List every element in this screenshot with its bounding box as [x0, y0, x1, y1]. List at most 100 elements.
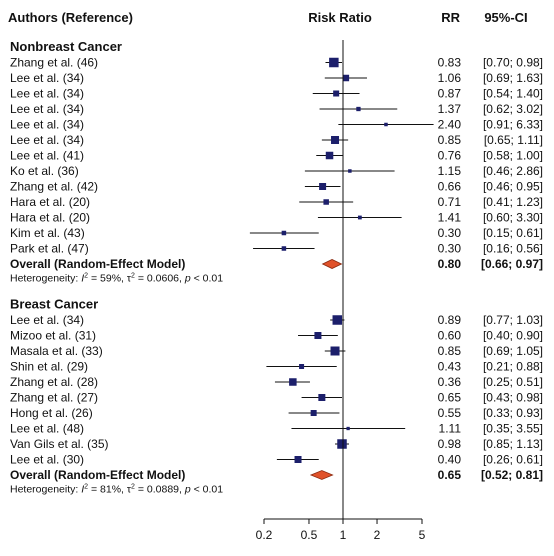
group-title: Breast Cancer — [10, 297, 98, 312]
study-label: Zhang et al. (42) — [10, 180, 98, 194]
ci-value: [0.46; 0.95] — [483, 180, 543, 194]
heterogeneity-text: Heterogeneity: I2 = 59%, τ2 = 0.0606, p … — [10, 273, 223, 285]
overall-ci: [0.66; 0.97] — [481, 257, 543, 271]
effect-square — [289, 378, 297, 386]
overall-rr: 0.80 — [438, 257, 462, 271]
rr-value: 0.60 — [438, 329, 462, 343]
p-value: < 0.01 — [191, 484, 224, 496]
p-symbol: p — [184, 484, 191, 496]
ci-value: [0.33; 0.93] — [483, 406, 543, 420]
ci-value: [0.58; 1.00] — [483, 149, 543, 163]
heterogeneity-text: Heterogeneity: I2 = 81%, τ2 = 0.0889, p … — [10, 484, 223, 496]
effect-square — [333, 90, 340, 97]
ci-value: [0.21; 0.88] — [483, 360, 543, 374]
effect-square — [325, 151, 334, 160]
ci-value: [0.43; 0.98] — [483, 391, 543, 405]
study-label: Hara et al. (20) — [10, 211, 90, 225]
effect-square — [332, 315, 343, 325]
rr-value: 0.55 — [438, 406, 462, 420]
ci-value: [0.26; 0.61] — [483, 453, 543, 467]
rr-value: 0.89 — [438, 313, 462, 327]
rr-value: 0.71 — [438, 195, 462, 209]
study-label: Mizoo et al. (31) — [10, 329, 96, 343]
study-label: Lee et al. (48) — [10, 422, 84, 436]
rr-value: 0.30 — [438, 242, 462, 256]
i2-symbol: I — [81, 484, 84, 496]
effect-square — [348, 169, 352, 173]
rr-value: 0.83 — [438, 56, 462, 70]
study-label: Lee et al. (34) — [10, 87, 84, 101]
overall-rr: 0.65 — [438, 468, 462, 482]
effect-square — [357, 215, 362, 220]
heterogeneity-prefix: Heterogeneity: — [10, 484, 81, 496]
rr-value: 1.41 — [438, 211, 462, 225]
x-tick-label: 2 — [374, 528, 381, 542]
ci-value: [0.15; 0.61] — [483, 226, 543, 240]
ci-value: [0.62; 3.02] — [483, 102, 543, 116]
p-symbol: p — [184, 273, 191, 285]
rr-value: 0.66 — [438, 180, 462, 194]
tau-value: = 0.0606, — [135, 273, 185, 285]
effect-square — [346, 426, 350, 431]
rr-value: 0.65 — [438, 391, 462, 405]
effect-square — [314, 332, 322, 339]
column-headers: Authors (Reference) Risk Ratio RR 95%-CI — [8, 10, 528, 25]
study-label: Lee et al. (34) — [10, 313, 84, 327]
effect-square — [331, 136, 340, 144]
effect-square — [281, 246, 287, 251]
effect-square — [319, 183, 327, 190]
study-label: Park et al. (47) — [10, 242, 89, 256]
study-label: Shin et al. (29) — [10, 360, 88, 374]
overall-ci: [0.52; 0.81] — [481, 468, 543, 482]
ci-value: [0.25; 0.51] — [483, 375, 543, 389]
x-tick-label: 0.2 — [256, 528, 273, 542]
group-title: Nonbreast Cancer — [10, 39, 122, 54]
ci-value: [0.46; 2.86] — [483, 164, 543, 178]
header-rr: RR — [441, 10, 460, 25]
study-label: Lee et al. (34) — [10, 71, 84, 85]
study-label: Kim et al. (43) — [10, 226, 85, 240]
effect-square — [356, 106, 361, 112]
header-study: Authors (Reference) — [8, 10, 133, 25]
ci-value: [0.65; 1.11] — [484, 133, 543, 147]
effect-square — [294, 456, 302, 463]
rr-value: 0.30 — [438, 226, 462, 240]
x-tick-label: 0.5 — [301, 528, 318, 542]
x-axis: 0.2 0.5 1 2 5 — [256, 518, 426, 542]
ci-value: [0.35; 3.55] — [483, 422, 543, 436]
effect-square — [299, 364, 305, 369]
heterogeneity-prefix: Heterogeneity: — [10, 273, 81, 285]
i2-value: = 81%, — [88, 484, 127, 496]
effect-square — [318, 394, 326, 401]
header-risk-ratio: Risk Ratio — [308, 10, 372, 25]
effect-square — [329, 57, 339, 68]
rr-value: 0.43 — [438, 360, 462, 374]
tau-superscript: 2 — [131, 484, 135, 491]
study-label: Lee et al. (41) — [10, 149, 84, 163]
rr-value: 0.87 — [438, 87, 462, 101]
tau-value: = 0.0889, — [135, 484, 185, 496]
study-label: Ko et al. (36) — [10, 164, 79, 178]
tau-symbol: τ — [127, 484, 132, 496]
rr-value: 2.40 — [438, 118, 462, 132]
study-label: Zhang et al. (28) — [10, 375, 98, 389]
study-label: Zhang et al. (46) — [10, 56, 98, 70]
study-label: Hara et al. (20) — [10, 195, 90, 209]
rr-value: 1.37 — [438, 102, 462, 116]
rr-value: 0.76 — [438, 149, 462, 163]
study-label: Lee et al. (34) — [10, 118, 84, 132]
effect-square — [281, 230, 287, 236]
tau-superscript: 2 — [131, 273, 135, 280]
rr-value: 1.11 — [439, 422, 462, 436]
i2-symbol: I — [81, 273, 84, 285]
i2-value: = 59%, — [88, 273, 127, 285]
header-ci: 95%-CI — [484, 10, 527, 25]
i2-superscript: 2 — [84, 273, 88, 280]
tau-symbol: τ — [127, 273, 132, 285]
study-label: Lee et al. (30) — [10, 453, 84, 467]
rr-value: 0.98 — [438, 437, 462, 451]
forest-rows: Nonbreast Cancer Zhang et al. (46) 0.83 [0.… — [10, 39, 543, 519]
effect-square — [330, 346, 340, 356]
ci-value: [0.91; 6.33] — [483, 118, 543, 132]
